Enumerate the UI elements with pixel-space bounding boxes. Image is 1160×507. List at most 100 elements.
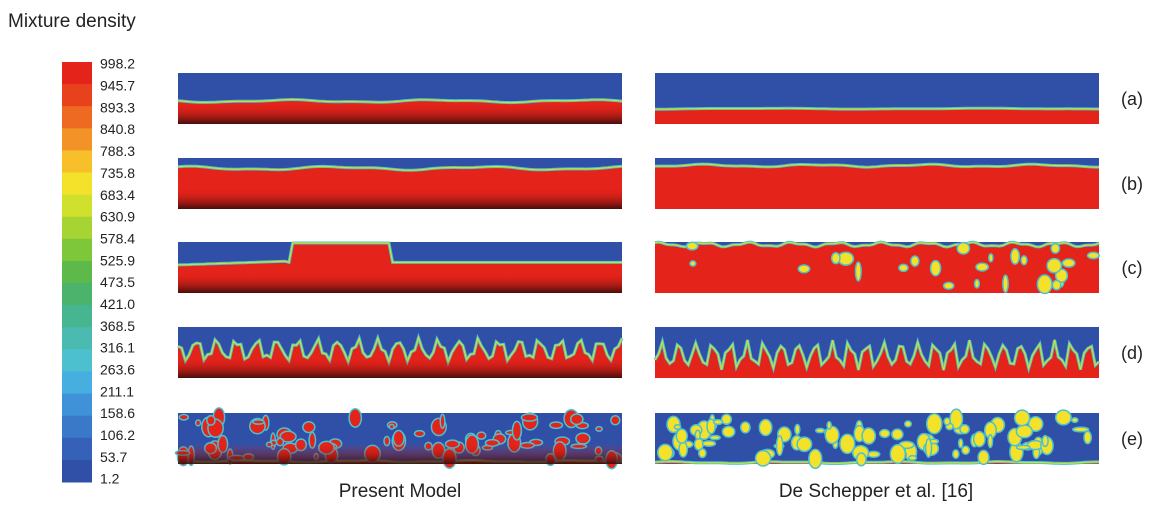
colorbar-label: 53.7	[100, 449, 127, 465]
droplet	[975, 280, 980, 288]
droplet	[699, 449, 706, 458]
droplet	[1051, 244, 1059, 254]
droplet	[710, 435, 720, 439]
colorbar: 998.2945.7893.3840.8788.3735.8683.4630.9…	[62, 56, 135, 487]
droplet	[550, 422, 563, 428]
contour-panel	[655, 327, 1099, 378]
column-label: Present Model	[339, 481, 462, 502]
droplet	[959, 439, 963, 448]
droplet	[988, 435, 992, 448]
colorbar-band	[62, 84, 92, 107]
colorbar-label: 473.5	[100, 274, 135, 290]
colorbar-band	[62, 327, 92, 350]
wall-shading	[178, 189, 622, 209]
wall-shading	[178, 358, 622, 378]
row-label: (b)	[1121, 174, 1143, 194]
droplet	[944, 282, 954, 289]
contour-panel	[178, 327, 622, 378]
colorbar-band	[62, 128, 92, 151]
droplet	[1037, 275, 1052, 294]
droplet	[690, 261, 696, 266]
colorbar-label: 421.0	[100, 296, 135, 312]
droplet	[253, 420, 265, 424]
droplet	[795, 425, 800, 435]
liquid-region	[655, 164, 1099, 209]
droplet	[960, 425, 969, 434]
droplet	[816, 428, 825, 432]
droplet	[207, 416, 215, 426]
droplet	[477, 432, 486, 439]
colorbar-label: 683.4	[100, 187, 135, 203]
droplet	[695, 430, 700, 439]
droplet	[1016, 425, 1032, 438]
colorbar-band	[62, 239, 92, 262]
colorbar-label: 263.6	[100, 361, 135, 377]
colorbar-band	[62, 394, 92, 417]
droplet	[596, 427, 602, 431]
colorbar-band	[62, 460, 92, 483]
droplet	[1088, 252, 1100, 258]
colorbar-band	[62, 173, 92, 196]
droplet	[440, 414, 445, 428]
colorbar-label: 735.8	[100, 165, 135, 181]
droplet	[389, 424, 394, 429]
colorbar-band	[62, 283, 92, 306]
droplet	[611, 416, 620, 425]
droplet	[1016, 445, 1029, 449]
droplet	[827, 422, 831, 430]
droplet	[989, 254, 993, 262]
droplet	[890, 445, 905, 464]
droplet	[702, 441, 715, 446]
droplet	[855, 262, 861, 281]
droplet	[953, 450, 959, 458]
wall-shading	[178, 104, 622, 124]
droplet	[957, 243, 969, 254]
colorbar-band	[62, 349, 92, 372]
colorbar-label: 998.2	[100, 56, 135, 72]
colorbar-label: 840.8	[100, 121, 135, 137]
colorbar-band	[62, 62, 92, 85]
contour-panel	[655, 242, 1099, 294]
colorbar-label: 945.7	[100, 78, 135, 94]
droplet	[349, 409, 361, 427]
droplet	[962, 446, 970, 454]
colorbar-label: 1.2	[100, 471, 120, 487]
droplet	[798, 265, 809, 273]
colorbar-band	[62, 305, 92, 328]
colorbar-label: 106.2	[100, 427, 135, 443]
droplet	[741, 422, 750, 433]
droplet	[809, 449, 822, 468]
droplet	[862, 428, 875, 444]
droplet	[303, 422, 315, 433]
droplet	[415, 431, 425, 437]
droplet	[676, 429, 687, 443]
colorbar-label: 158.6	[100, 405, 135, 421]
row-label: (c)	[1122, 258, 1143, 278]
colorbar-label: 788.3	[100, 143, 135, 159]
colorbar-title: Mixture density	[8, 11, 136, 32]
droplet	[674, 425, 680, 429]
droplet	[944, 418, 950, 425]
row-label: (a)	[1121, 89, 1143, 109]
droplet	[1072, 418, 1078, 423]
droplet	[832, 253, 840, 264]
figure: Mixture density 998.2945.7893.3840.8788.…	[0, 0, 1160, 507]
droplet	[1042, 436, 1048, 447]
droplet	[868, 451, 880, 457]
wall-shading	[178, 444, 622, 464]
droplet	[905, 421, 912, 427]
droplet	[722, 426, 734, 437]
column-label: De Schepper et al. [16]	[779, 481, 973, 502]
droplet	[911, 256, 919, 266]
colorbar-band	[62, 371, 92, 394]
colorbar-band	[62, 106, 92, 129]
droplet	[909, 456, 917, 460]
colorbar-label: 316.1	[100, 340, 135, 356]
colorbar-band	[62, 438, 92, 461]
colorbar-band	[62, 195, 92, 218]
droplet	[759, 420, 772, 436]
droplet	[892, 429, 903, 440]
contour-panel	[178, 158, 622, 209]
contour-panel	[655, 158, 1099, 209]
colorbar-band	[62, 217, 92, 240]
